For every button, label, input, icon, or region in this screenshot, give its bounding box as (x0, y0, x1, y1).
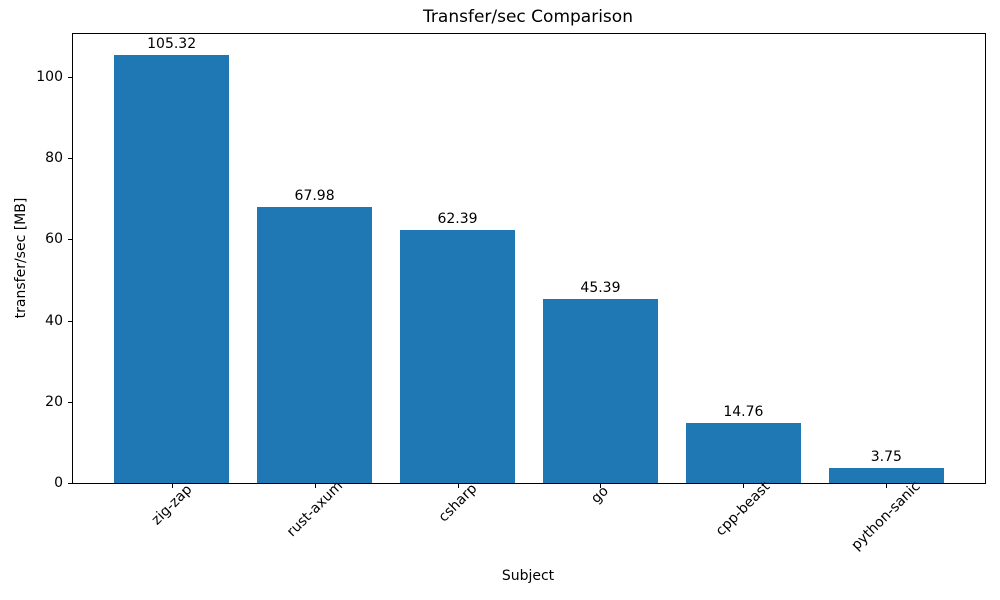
bar-value-label: 105.32 (147, 36, 197, 53)
bar-go (543, 298, 658, 483)
y-tick-label: 100 (36, 68, 63, 85)
y-tick-mark (68, 320, 73, 322)
x-axis-title: Subject (501, 568, 555, 584)
y-tick-label: 40 (45, 312, 63, 329)
x-tick-label-zig-zap: zig-zap (148, 482, 195, 529)
x-tick-mark (171, 483, 173, 488)
y-tick-label: 20 (45, 393, 63, 410)
y-tick-label: 80 (45, 150, 63, 167)
x-tick-label-cpp-beast: cpp-beast (713, 479, 774, 540)
x-tick-mark (886, 483, 888, 488)
y-axis-title: transfer/sec [MB] (13, 197, 29, 319)
y-tick-mark (68, 239, 73, 241)
chart-title: Transfer/sec Comparison (423, 7, 633, 27)
x-tick-mark (743, 483, 745, 488)
bar-value-label: 3.75 (870, 448, 902, 465)
x-tick-label-python-sanic: python-sanic (848, 477, 924, 554)
plot-area: 105.32 67.98 62.39 45.39 14.76 3.75 0 20 40 60 80 1… (36, 33, 986, 553)
x-tick-label-go: go (588, 483, 613, 507)
bar-value-label: 67.98 (294, 187, 335, 204)
bar-value-label: 14.76 (723, 404, 764, 421)
x-tick-mark (600, 483, 602, 488)
x-tick-mark (457, 483, 459, 488)
bar-value-label: 62.39 (437, 210, 478, 227)
bar-python-sanic (829, 467, 944, 483)
bar-zig-zap (114, 55, 229, 483)
y-tick-mark (68, 158, 73, 160)
y-tick-mark (68, 76, 73, 78)
x-tick-mark (314, 483, 316, 488)
y-tick-mark (68, 483, 73, 484)
bar-value-label: 45.39 (580, 279, 621, 296)
y-tick-label: 60 (45, 231, 63, 248)
bar-csharp (400, 229, 515, 483)
y-tick-mark (68, 401, 73, 403)
bar-cpp-beast (686, 423, 801, 483)
y-tick-label: 0 (54, 475, 63, 491)
bar-rust-axum (257, 207, 372, 483)
